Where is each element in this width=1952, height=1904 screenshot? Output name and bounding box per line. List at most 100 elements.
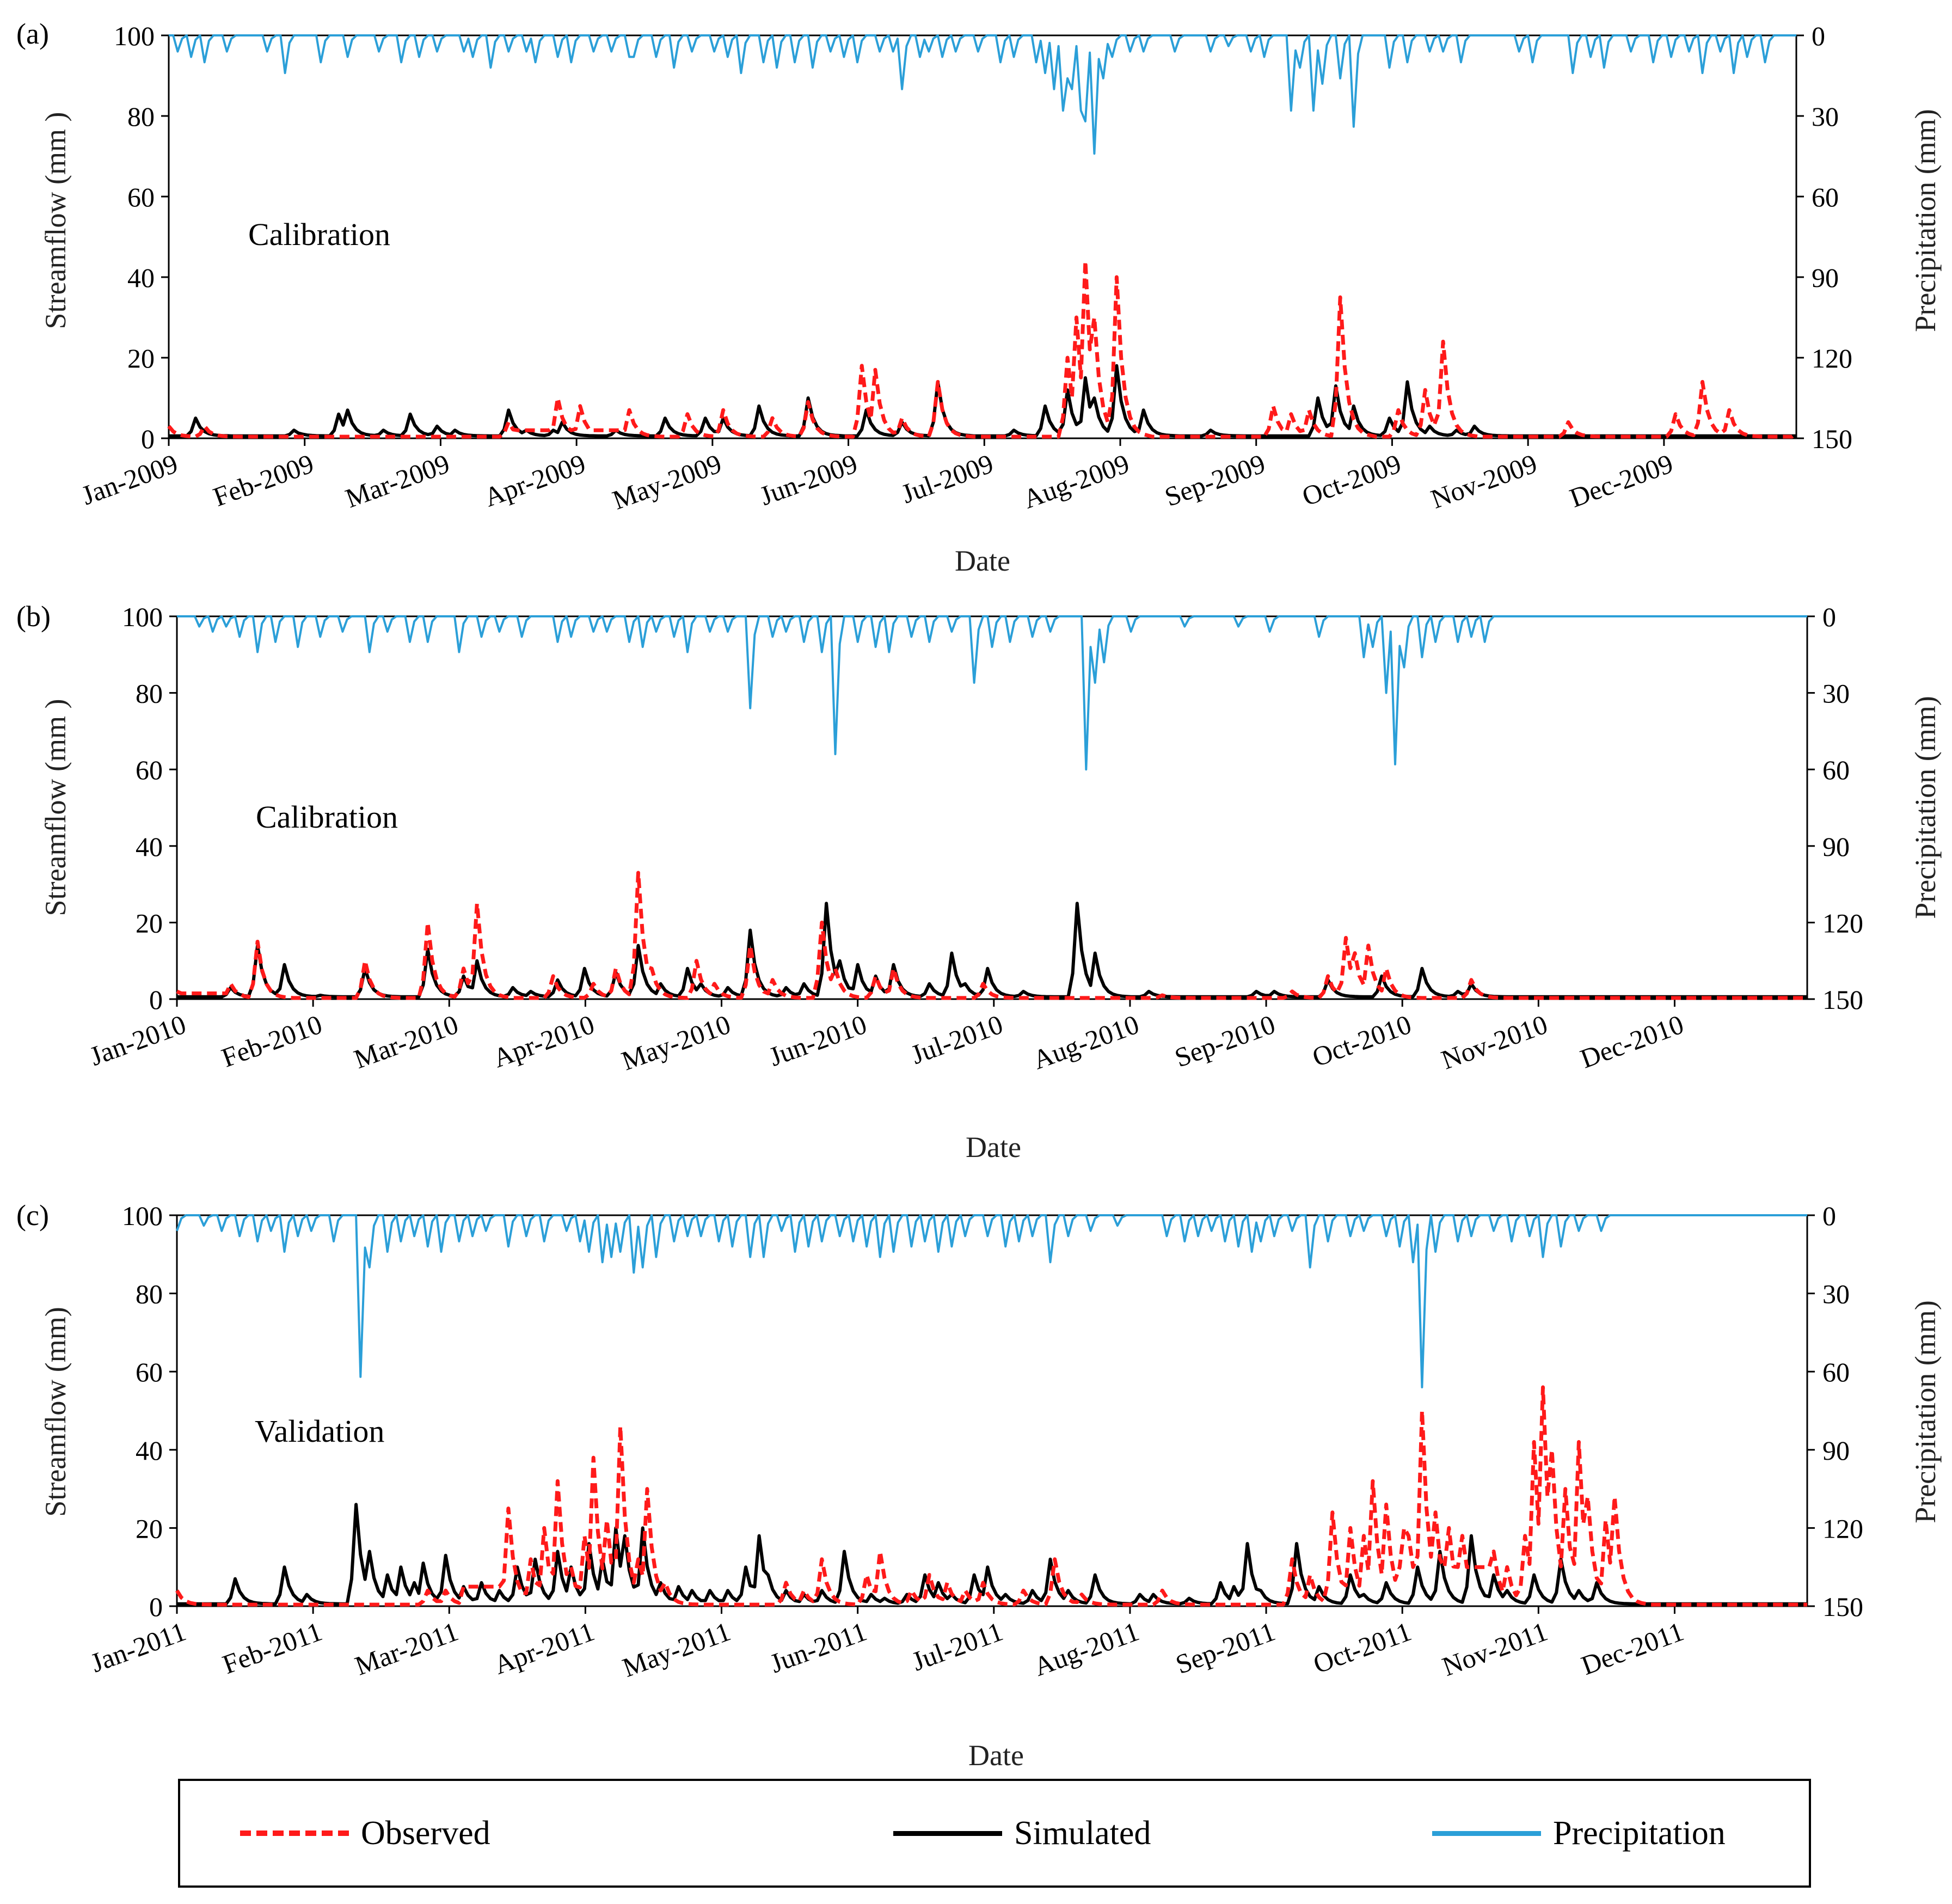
x-tick-label: Aug-2011 — [1030, 1616, 1143, 1682]
x-tick-label: Feb-2010 — [218, 1009, 326, 1073]
x-tick-label: May-2011 — [618, 1616, 734, 1683]
y-tick-label: 0 — [141, 424, 155, 454]
y-axis-label: Streamflow (mm) — [39, 1307, 72, 1516]
x-tick-label: Mar-2010 — [350, 1009, 462, 1075]
legend-label-simulated: Simulated — [1014, 1814, 1151, 1852]
y-tick-label: 80 — [127, 101, 155, 132]
panel-label: (a) — [16, 17, 49, 50]
simulated-line — [169, 364, 1796, 438]
precipitation-line — [169, 34, 1796, 155]
x-tick-label: Oct-2009 — [1298, 448, 1405, 512]
x-tick-label: Nov-2011 — [1438, 1616, 1551, 1682]
y-tick-label: 20 — [136, 1513, 163, 1544]
x-tick-label: Sep-2010 — [1171, 1009, 1279, 1073]
x-tick-label: Nov-2010 — [1437, 1009, 1551, 1075]
y2-tick-label: 120 — [1812, 343, 1852, 374]
y-tick-label: 40 — [136, 831, 163, 862]
x-tick-label: Jun-2010 — [765, 1009, 870, 1072]
y-tick-label: 40 — [127, 262, 155, 293]
x-tick-label: Dec-2011 — [1577, 1616, 1688, 1681]
y2-axis-label: Precipitation (mm) — [1909, 696, 1942, 919]
y2-tick-label: 90 — [1812, 262, 1839, 293]
y2-tick-label: 30 — [1822, 1279, 1850, 1309]
y2-tick-label: 30 — [1812, 101, 1839, 132]
x-tick-label: Jan-2009 — [77, 448, 181, 511]
plot-frame — [168, 34, 1797, 439]
x-tick-label: Apr-2011 — [490, 1616, 598, 1680]
simulated-line — [177, 1503, 1807, 1606]
y2-tick-label: 150 — [1822, 984, 1863, 1015]
y-axis-label: Streamflow (mm ) — [39, 112, 72, 329]
x-tick-label: Jul-2010 — [907, 1009, 1007, 1070]
panel-label: (c) — [16, 1199, 49, 1232]
x-tick-label: Dec-2009 — [1566, 448, 1677, 513]
x-tick-label: Jul-2011 — [908, 1616, 1007, 1677]
y2-tick-label: 60 — [1822, 755, 1850, 785]
y-tick-label: 0 — [149, 1591, 163, 1622]
panel-annotation: Calibration — [248, 217, 390, 252]
x-tick-label: Jan-2010 — [85, 1009, 189, 1072]
x-tick-label: May-2010 — [617, 1009, 734, 1076]
x-tick-label: Nov-2009 — [1427, 448, 1541, 515]
panel-annotation: Validation — [255, 1413, 384, 1449]
x-tick-label: Jun-2009 — [756, 448, 861, 511]
y-tick-label: 60 — [136, 755, 163, 785]
x-tick-label: Aug-2010 — [1029, 1009, 1143, 1075]
y2-tick-label: 0 — [1822, 1201, 1836, 1231]
y-tick-label: 80 — [136, 1279, 163, 1309]
y2-tick-label: 150 — [1822, 1591, 1863, 1622]
x-tick-label: Apr-2009 — [480, 448, 590, 513]
precipitation-line — [176, 1214, 1807, 1388]
x-tick-label: Oct-2011 — [1309, 1616, 1415, 1680]
observed-swatch — [240, 1830, 349, 1836]
panel-annotation: Calibration — [256, 799, 398, 835]
panel-a: (a) Calibration Streamflow (mm ) Precipi… — [16, 17, 1942, 577]
x-axis-label: Date — [966, 1131, 1021, 1164]
y-tick-label: 0 — [149, 984, 163, 1015]
y2-tick-label: 120 — [1822, 1513, 1863, 1544]
legend: Observed Simulated Precipitation — [178, 1779, 1811, 1888]
y2-tick-label: 0 — [1812, 21, 1825, 51]
y-axis-label: Streamflow (mm ) — [39, 699, 72, 916]
y2-tick-label: 90 — [1822, 831, 1850, 862]
y-tick-label: 60 — [127, 182, 155, 212]
x-tick-label: Sep-2011 — [1171, 1616, 1279, 1680]
y2-tick-label: 30 — [1822, 678, 1850, 709]
x-tick-label: Jun-2011 — [766, 1616, 870, 1679]
observed-line — [176, 871, 1807, 1000]
legend-label-precipitation: Precipitation — [1553, 1814, 1726, 1852]
x-tick-label: Apr-2010 — [489, 1009, 598, 1074]
x-axis-label: Date — [968, 1739, 1024, 1772]
y-tick-label: 20 — [127, 343, 155, 374]
panel-c: (c) Validation Streamflow (mm) Precipita… — [16, 1199, 1942, 1772]
legend-item-simulated: Simulated — [893, 1781, 1151, 1885]
plot-frame — [176, 615, 1808, 1000]
precipitation-swatch — [1432, 1830, 1541, 1836]
x-tick-label: Feb-2009 — [209, 448, 317, 512]
y2-tick-label: 120 — [1822, 908, 1863, 938]
panel-label: (b) — [16, 600, 51, 633]
y2-axis-label: Precipitation (mm) — [1909, 109, 1942, 332]
plot-frame — [176, 1214, 1808, 1607]
y-tick-label: 80 — [136, 678, 163, 709]
observed-line — [175, 1385, 1807, 1607]
y-tick-label: 100 — [114, 21, 155, 51]
x-tick-label: Sep-2009 — [1161, 448, 1269, 512]
simulated-swatch — [893, 1830, 1002, 1836]
y2-axis-label: Precipitation (mm) — [1909, 1300, 1942, 1523]
y2-tick-label: 90 — [1822, 1435, 1850, 1466]
x-tick-label: May-2009 — [609, 448, 726, 516]
x-tick-label: Oct-2010 — [1308, 1009, 1415, 1073]
x-tick-label: Jul-2009 — [897, 448, 997, 509]
y-tick-label: 40 — [136, 1435, 163, 1466]
y2-tick-label: 150 — [1812, 424, 1852, 454]
x-tick-label: Mar-2009 — [341, 448, 453, 514]
x-tick-label: Jan-2011 — [87, 1616, 190, 1679]
y2-tick-label: 0 — [1822, 602, 1836, 632]
panel-b: (b) Calibration Streamflow (mm ) Precipi… — [16, 600, 1942, 1164]
y2-tick-label: 60 — [1822, 1357, 1850, 1387]
x-tick-label: Aug-2009 — [1019, 448, 1133, 515]
observed-line — [167, 259, 1798, 439]
precipitation-line — [177, 615, 1807, 771]
